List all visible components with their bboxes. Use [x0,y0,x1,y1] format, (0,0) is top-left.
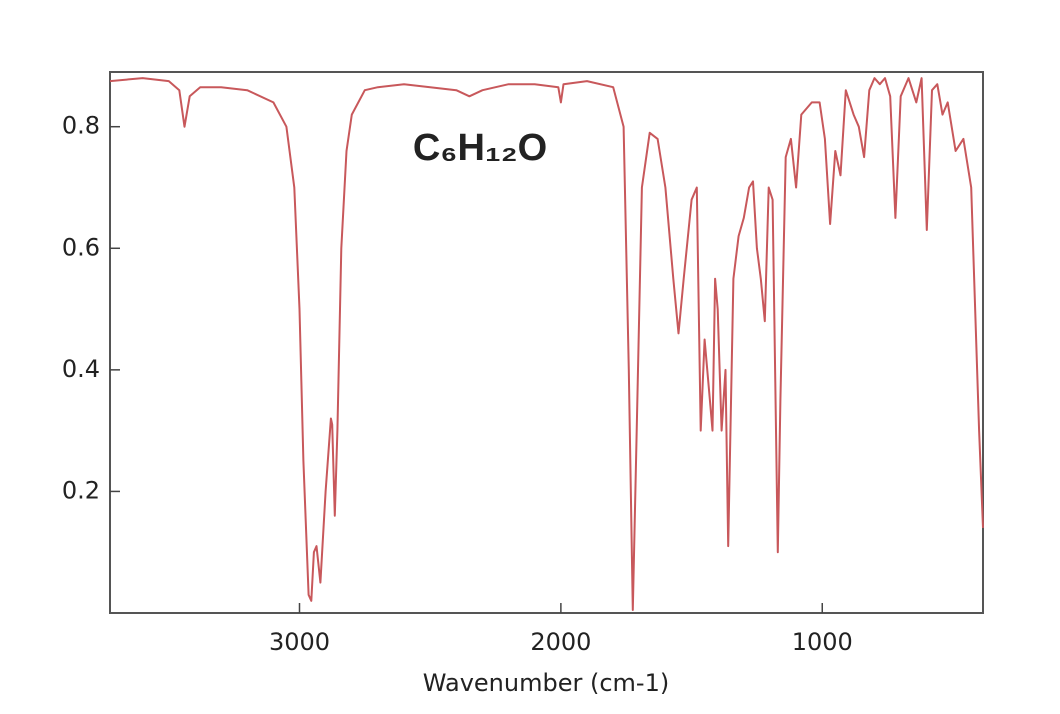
formula-annotation: C₆H₁₂O [413,127,547,169]
y-tick-label: 0.8 [62,112,100,140]
x-tick-label: 1000 [792,628,853,656]
plot-frame [109,71,984,614]
y-tick-label: 0.6 [62,233,100,261]
x-axis-label: Wavenumber (cm-1) [423,669,669,697]
y-tick-label: 0.4 [62,355,100,383]
y-tick-label: 0.2 [62,476,100,504]
x-tick-label: 2000 [530,628,591,656]
x-tick-label: 3000 [269,628,330,656]
spectrum-line [109,77,984,611]
